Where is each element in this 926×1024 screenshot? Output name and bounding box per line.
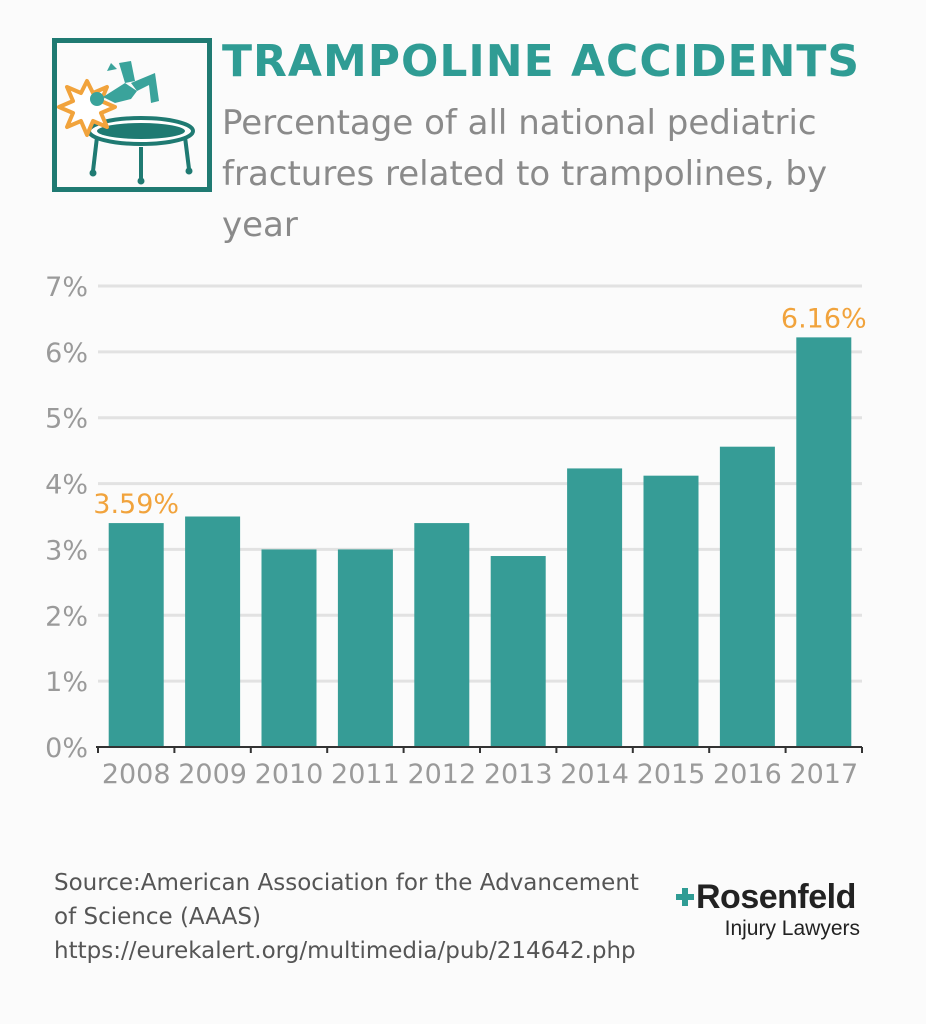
x-tick-label: 2017 [789,759,858,790]
bar-2008 [108,523,164,747]
x-tick-label: 2008 [102,759,171,790]
source-line: of Science (AAAS) [54,904,261,930]
chart-title: TRAMPOLINE ACCIDENTS [222,36,861,87]
source-line: Source:American Association for the Adva… [54,870,639,896]
x-tick-label: 2012 [407,759,476,790]
rosenfeld-logo: Rosenfeld Injury Lawyers [676,878,866,942]
y-tick-label: 2% [45,601,88,632]
bar-2016 [719,446,775,747]
bar-2015 [643,475,699,747]
trampoline-jumper-icon [52,38,212,192]
x-tick-label: 2009 [178,759,247,790]
bar-2012 [414,523,470,747]
y-tick-label: 6% [45,338,88,369]
y-tick-label: 1% [45,667,88,698]
logo-name: Rosenfeld [696,878,856,916]
data-label-2008: 3.59% [93,489,179,520]
y-tick-label: 7% [45,272,88,303]
x-tick-label: 2014 [560,759,629,790]
bar-2017 [796,337,852,747]
bar-chart: 0% 1% 2% 3% 4% 5% 6% 7% 2008 2009 2010 2011 2012 2013… [45,272,867,790]
bar-2013 [490,556,546,747]
logo-tagline: Injury Lawyers [724,917,860,940]
source-note: Source:American Association for the Adva… [54,866,639,968]
x-tick-label: 2011 [331,759,400,790]
y-tick-label: 5% [45,404,88,435]
plus-icon [676,888,694,906]
x-tick-label: 2010 [255,759,324,790]
x-tick-label: 2016 [713,759,782,790]
y-tick-label: 0% [45,733,88,764]
y-tick-label: 4% [45,470,88,501]
chart-subtitle: Percentage of all national pediatric fra… [222,103,828,245]
x-tick-label: 2013 [484,759,553,790]
x-tick-label: 2015 [637,759,706,790]
bar-2009 [185,516,241,747]
y-tick-label: 3% [45,535,88,566]
bar-2011 [337,549,393,747]
bar-2014 [567,468,623,747]
source-url: https://eurekalert.org/multimedia/pub/21… [54,938,636,964]
data-label-2017: 6.16% [781,303,867,334]
bar-2010 [261,549,317,747]
